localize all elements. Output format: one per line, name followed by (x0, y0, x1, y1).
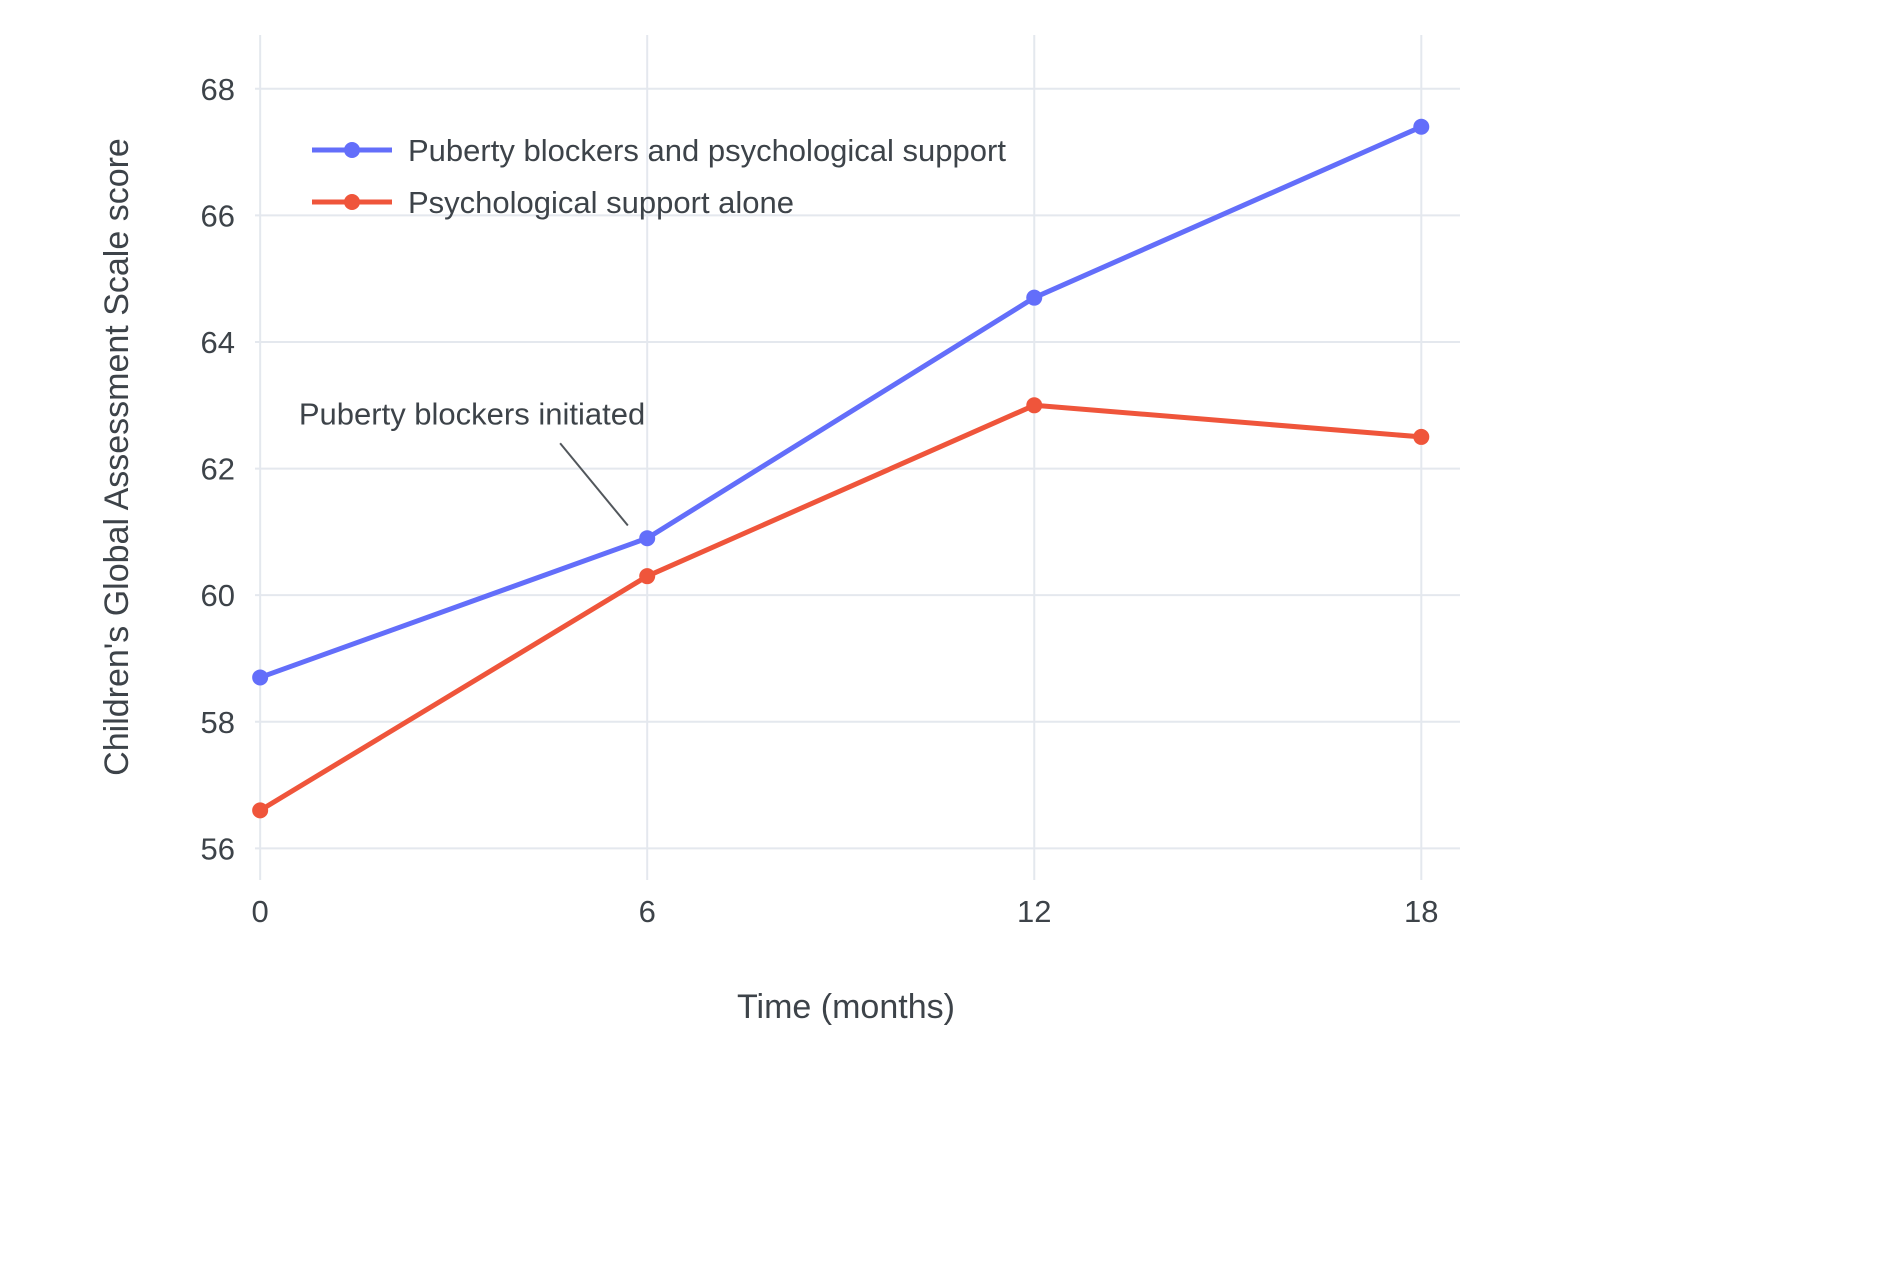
series-line-1 (257, 402, 1424, 813)
legend-marker (344, 194, 360, 210)
y-tick-label: 60 (201, 578, 235, 613)
y-axis-title: Children's Global Assessment Scale score (98, 138, 136, 776)
data-point-marker (1413, 118, 1430, 135)
legend-label: Puberty blockers and psychological suppo… (408, 133, 1006, 168)
y-tick-label: 56 (201, 831, 235, 866)
x-tick-label: 6 (639, 894, 656, 929)
data-point-marker (1026, 289, 1043, 306)
y-tick-label: 68 (201, 72, 235, 107)
annotation-leader-line (559, 442, 629, 527)
x-tick-label: 0 (252, 894, 269, 929)
data-point-marker (252, 669, 269, 686)
legend-item[interactable]: Puberty blockers and psychological suppo… (312, 133, 1006, 168)
data-point-marker (639, 530, 656, 547)
data-point-marker (1413, 428, 1430, 445)
axis-ticks: 56 58 60 62 64 66 68 0 6 12 18 (201, 72, 1439, 929)
data-point-marker (639, 568, 656, 585)
legend-label: Psychological support alone (408, 185, 794, 220)
y-tick-label: 64 (201, 325, 235, 360)
y-tick-label: 62 (201, 452, 235, 487)
data-series (252, 118, 1430, 819)
x-tick-label: 12 (1017, 894, 1051, 929)
legend-marker (344, 142, 360, 158)
data-point-marker (252, 802, 269, 819)
legend-item[interactable]: Psychological support alone (312, 185, 794, 220)
y-tick-label: 58 (201, 705, 235, 740)
series-line-0 (257, 124, 1424, 680)
annotation-text: Puberty blockers initiated (299, 396, 645, 431)
x-axis-title: Time (months) (737, 988, 955, 1026)
legend: Puberty blockers and psychological suppo… (312, 133, 1006, 220)
y-tick-label: 66 (201, 198, 235, 233)
gridlines (255, 35, 1460, 880)
annotation: Puberty blockers initiated (299, 396, 645, 527)
data-point-marker (1026, 397, 1043, 414)
x-tick-label: 18 (1404, 894, 1438, 929)
